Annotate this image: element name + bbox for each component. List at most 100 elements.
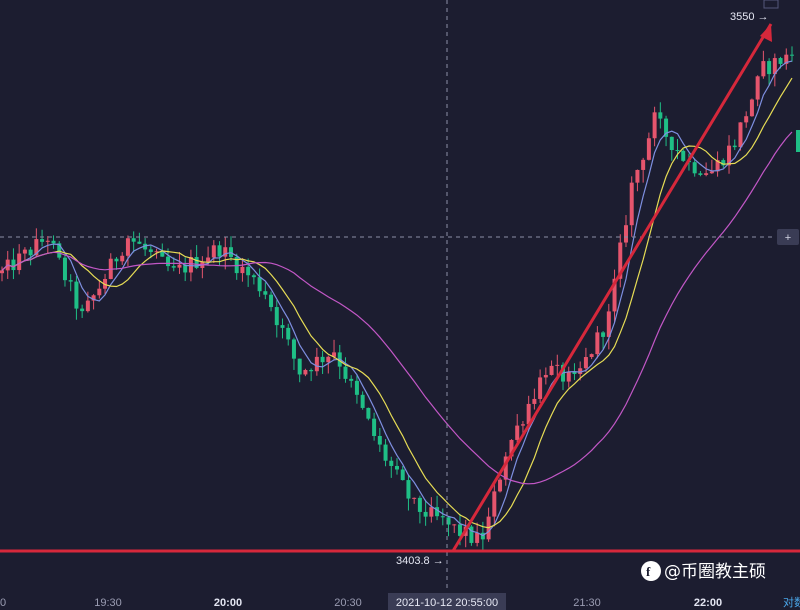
candle-body <box>240 266 245 274</box>
candle-body <box>475 532 480 543</box>
candle-body <box>377 436 382 445</box>
weibo-logo-glyph: f <box>646 564 651 579</box>
low-price-marker: 3403.8 → <box>396 555 444 567</box>
candle-body <box>767 61 772 75</box>
candle-body <box>177 264 182 268</box>
candle-body <box>440 516 445 518</box>
candle-body <box>303 369 308 375</box>
candle-body <box>137 241 142 244</box>
candle-body <box>217 245 222 257</box>
candle-body <box>211 245 216 258</box>
candle-body <box>206 257 211 262</box>
x-tick-2130: 21:30 <box>573 597 601 609</box>
candle-body <box>784 54 789 64</box>
candle-body <box>520 424 525 426</box>
candle-body <box>251 275 256 278</box>
candle-body <box>372 418 377 437</box>
candle-body <box>0 270 4 274</box>
candle-body <box>194 257 199 268</box>
ma-line-30 <box>1 131 793 485</box>
candle-body <box>125 238 130 256</box>
candle-body <box>166 256 171 267</box>
candle-body <box>727 145 732 166</box>
candle-body <box>675 150 680 152</box>
candle-body <box>349 378 354 381</box>
candle-body <box>412 497 417 499</box>
candle-body <box>423 511 428 517</box>
candle-body <box>143 243 148 250</box>
candle-body <box>646 138 651 160</box>
candle-body <box>435 507 440 517</box>
x-tick-2200: 22:00 <box>694 597 722 609</box>
candle-body <box>555 364 560 366</box>
candle-body <box>383 444 388 461</box>
candle-body <box>74 281 79 309</box>
candle-body <box>629 182 634 226</box>
candle-body <box>715 160 720 172</box>
candle-body <box>148 249 153 252</box>
candle-body <box>34 239 39 256</box>
candle-body <box>45 240 50 242</box>
candle-body <box>772 58 777 75</box>
candle-body <box>532 398 537 404</box>
candle-body <box>28 249 33 256</box>
watermark-text: @币圈教主硕 <box>664 562 766 582</box>
candle-body <box>790 54 794 56</box>
candle-body <box>400 469 405 481</box>
candle-body <box>332 352 337 357</box>
candle-body <box>80 308 85 312</box>
candle-body <box>498 479 503 492</box>
candle-body <box>669 136 674 151</box>
candles-layer <box>0 46 794 551</box>
candle-body <box>692 162 697 174</box>
candle-body <box>314 356 319 372</box>
candle-body <box>68 280 73 282</box>
candle-body <box>543 374 548 378</box>
candle-body <box>618 242 623 279</box>
log-scale-button[interactable]: 对数 <box>783 595 800 609</box>
candle-body <box>457 524 462 536</box>
candle-body <box>343 366 348 379</box>
candle-body <box>291 339 296 359</box>
crosshair-plus-icon[interactable]: + <box>785 232 791 244</box>
candle-body <box>509 439 514 457</box>
candle-body <box>704 173 709 175</box>
candle-body <box>257 277 262 292</box>
trend-arrow-head <box>760 24 772 42</box>
candle-body <box>749 99 754 117</box>
candle-body <box>623 225 628 243</box>
candle-body <box>469 526 474 543</box>
candle-body <box>395 465 399 470</box>
watermark: f @币圈教主硕 <box>641 561 766 582</box>
candle-body <box>274 307 279 326</box>
ma-line-5 <box>1 60 793 537</box>
candle-body <box>601 332 606 337</box>
price-axis-marker <box>796 130 800 152</box>
crosshair-price-label[interactable] <box>777 229 799 245</box>
candle-body <box>51 240 56 244</box>
candle-body <box>503 456 508 480</box>
candle-body <box>326 356 331 363</box>
candle-body <box>635 169 640 183</box>
scale-toggle[interactable] <box>763 0 779 9</box>
ma-line-10 <box>1 77 793 529</box>
candle-body <box>612 278 617 312</box>
candle-body <box>22 249 27 254</box>
candle-body <box>538 377 543 399</box>
trend-line <box>451 23 773 552</box>
candle-body <box>732 145 737 148</box>
candle-body <box>452 524 457 526</box>
candle-body <box>658 112 663 119</box>
candle-body <box>85 300 90 312</box>
candle-body <box>698 173 703 175</box>
candle-body <box>228 247 233 257</box>
x-tick-2000: 20:00 <box>214 597 242 609</box>
crosshair-time-label: 2021-10-12 20:55:00 <box>396 597 498 609</box>
candle-body <box>389 460 394 466</box>
candle-body <box>721 160 726 166</box>
candle-body <box>492 491 497 517</box>
x-tick-edge: 0 <box>0 597 6 609</box>
